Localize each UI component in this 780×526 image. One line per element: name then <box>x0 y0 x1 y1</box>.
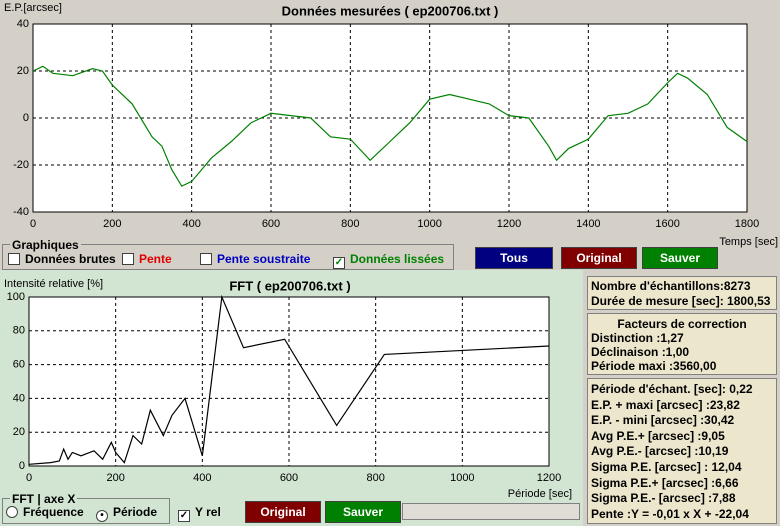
x-tick-label: 1000 <box>417 218 441 230</box>
info-line: Avg P.E.- [arcsec] :10,19 <box>591 444 729 459</box>
checkbox-box[interactable] <box>200 253 212 265</box>
chart-title: FFT ( ep200706.txt ) <box>229 278 350 293</box>
checkbox-box[interactable] <box>122 253 134 265</box>
info-line: Sigma P.E.+ [arcsec] :6,66 <box>591 475 739 490</box>
groupbox <box>2 498 170 524</box>
radio[interactable]: • Période <box>96 505 157 522</box>
radio[interactable]: Fréquence <box>6 505 84 519</box>
checkbox-label: Données brutes <box>25 252 116 266</box>
x-tick-label: 800 <box>341 218 359 230</box>
x-tick-label: 400 <box>193 472 211 484</box>
info-panel <box>587 313 777 375</box>
info-line: Déclinaison :1,00 <box>591 345 690 359</box>
button[interactable]: Original <box>245 501 321 523</box>
y-tick-label: 20 <box>17 65 29 77</box>
x-tick-label: 600 <box>262 218 280 230</box>
chart-title: Données mesurées ( ep200706.txt ) <box>282 3 499 18</box>
info-line: Avg P.E.+ [arcsec] :9,05 <box>591 428 725 443</box>
group-title: FFT | axe X <box>10 492 78 506</box>
x-tick-label: 200 <box>103 218 121 230</box>
groupbox <box>2 244 454 270</box>
data-line <box>32 65 748 187</box>
y-tick-label: 60 <box>13 359 25 371</box>
radio-button[interactable] <box>6 506 18 518</box>
button[interactable]: Sauver <box>325 501 401 523</box>
checkbox[interactable]: ✓ Données lissées <box>333 252 444 269</box>
x-axis-label: Période [sec] <box>508 488 572 500</box>
panel-title: Facteurs de correction <box>617 317 747 331</box>
info-line: Nombre d'échantillons:8273 <box>591 279 751 293</box>
y-tick-label: 40 <box>13 392 25 404</box>
checkbox-box[interactable]: ✓ <box>178 510 190 522</box>
info-line: Période d'échant. [sec]: 0,22 <box>591 382 753 396</box>
info-line: Pente :Y = -0,01 x X + -22,04 <box>591 506 749 521</box>
x-tick-label: 1000 <box>450 472 474 484</box>
group-title: Graphiques <box>10 238 81 252</box>
y-tick-label: 0 <box>23 112 29 124</box>
checkbox[interactable]: Pente <box>122 252 172 266</box>
x-tick-label: 800 <box>366 472 384 484</box>
info-line: Durée de mesure [sec]: 1800,53 <box>591 294 771 308</box>
plot-frame <box>28 296 550 467</box>
x-tick-label: 400 <box>182 218 200 230</box>
y-axis-label: E.P.[arcsec] <box>4 2 62 14</box>
x-tick-label: 0 <box>30 218 36 230</box>
checkbox-box[interactable]: ✓ <box>333 257 345 269</box>
checkbox-label: Données lissées <box>350 252 445 266</box>
y-tick-label: 20 <box>13 426 25 438</box>
y-tick-label: -40 <box>13 206 29 218</box>
x-tick-label: 200 <box>106 472 124 484</box>
button[interactable]: Tous <box>475 247 553 269</box>
y-axis-label: Intensité relative [%] <box>4 278 103 290</box>
x-tick-label: 0 <box>26 472 32 484</box>
info-line: Distinction :1,27 <box>591 331 684 345</box>
x-tick-label: 1600 <box>655 218 679 230</box>
button[interactable]: Original <box>561 247 637 269</box>
checkbox[interactable]: Données brutes <box>8 252 116 266</box>
y-tick-label: 100 <box>7 291 25 303</box>
radio-button[interactable]: • <box>96 510 108 522</box>
x-tick-label: 1800 <box>735 218 759 230</box>
checkbox-label: Pente <box>139 252 172 266</box>
x-axis-label: Temps [sec] <box>719 236 778 248</box>
x-tick-label: 1400 <box>576 218 600 230</box>
y-tick-label: -20 <box>13 159 29 171</box>
radio-label: Fréquence <box>23 505 84 519</box>
y-tick-label: 0 <box>19 460 25 472</box>
checkbox-label: Y rel <box>195 505 221 519</box>
checkbox[interactable]: Pente soustraite <box>200 252 310 266</box>
info-panel <box>587 378 777 524</box>
x-tick-label: 1200 <box>537 472 561 484</box>
radio-label: Période <box>113 505 158 519</box>
checkbox[interactable]: ✓ Y rel <box>178 505 221 522</box>
scrollbar[interactable] <box>402 503 580 520</box>
info-line: Sigma P.E. [arcsec] : 12,04 <box>591 460 742 474</box>
info-line: E.P. + maxi [arcsec] :23,82 <box>591 397 740 412</box>
checkbox-label: Pente soustraite <box>217 252 311 266</box>
plot-frame <box>32 23 748 213</box>
checkbox-box[interactable] <box>8 253 20 265</box>
info-line: Sigma P.E.- [arcsec] :7,88 <box>591 491 736 506</box>
y-tick-label: 80 <box>13 325 25 337</box>
data-line <box>28 294 550 465</box>
button[interactable]: Sauver <box>642 247 718 269</box>
info-line: Période maxi :3560,00 <box>591 359 717 373</box>
info-line: E.P. - mini [arcsec] :30,42 <box>591 413 735 428</box>
x-tick-label: 600 <box>280 472 298 484</box>
y-tick-label: 40 <box>17 18 29 30</box>
x-tick-label: 1200 <box>497 218 521 230</box>
info-panel <box>587 276 777 310</box>
